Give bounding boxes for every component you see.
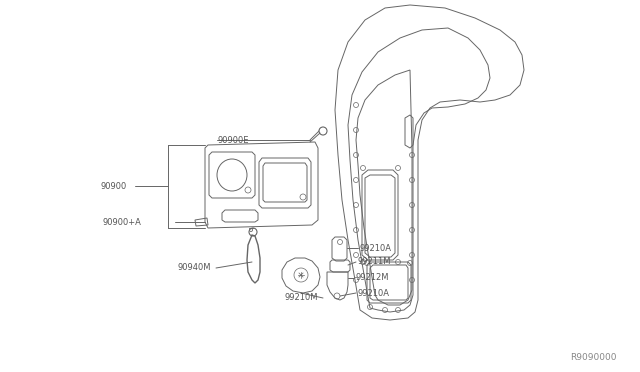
- Text: 99210M: 99210M: [285, 294, 319, 302]
- Text: 90900E: 90900E: [218, 135, 250, 144]
- Text: 90940M: 90940M: [178, 263, 211, 273]
- Text: 99210A: 99210A: [360, 244, 392, 253]
- Text: 90900+A: 90900+A: [102, 218, 141, 227]
- Text: R9090000: R9090000: [570, 353, 616, 362]
- Text: 90900: 90900: [100, 182, 126, 190]
- Text: 99210A: 99210A: [358, 289, 390, 298]
- Text: 99211M: 99211M: [358, 257, 392, 266]
- Text: 99212M: 99212M: [356, 273, 390, 282]
